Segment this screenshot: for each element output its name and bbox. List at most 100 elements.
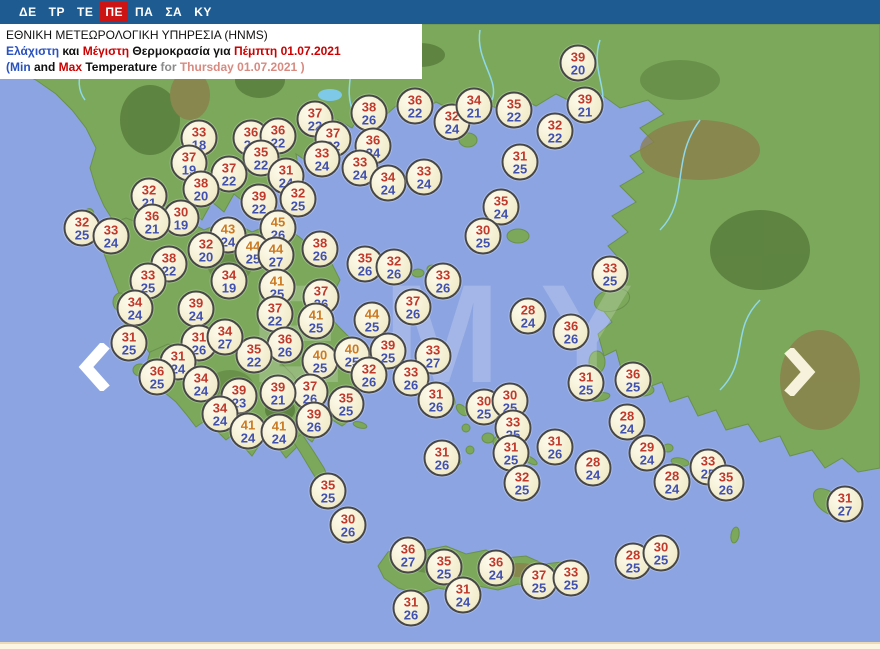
max-temp-value: 33 <box>352 154 368 169</box>
max-temp-value: 37 <box>325 125 341 140</box>
max-temp-value: 34 <box>193 370 209 385</box>
max-temp-value: 31 <box>121 329 137 344</box>
min-temp-value: 26 <box>403 377 419 392</box>
min-temp-value: 24 <box>352 167 368 182</box>
max-temp-value: 31 <box>434 444 450 459</box>
temp-bubble: 34 27 <box>206 318 244 356</box>
min-temp-value: 24 <box>271 431 287 446</box>
max-temp-value: 30 <box>502 387 518 402</box>
day-tab-ΔΕ[interactable]: ΔΕ <box>19 5 37 19</box>
max-temp-value: 28 <box>585 454 601 469</box>
temp-bubble: 36 26 <box>552 313 590 351</box>
max-temp-value: 33 <box>191 124 207 139</box>
max-temp-value: 39 <box>306 406 322 421</box>
map-area: ΕΜΥ ΕΘΝΙΚΗ ΜΕΤΕΩΡΟΛΟΓΙΚΗ ΥΠΗΡΕΣΙΑ (HNMS)… <box>0 24 880 649</box>
max-temp-value: 36 <box>243 124 259 139</box>
min-temp-value: 24 <box>103 235 119 250</box>
max-temp-value: 33 <box>103 222 119 237</box>
min-temp-value: 21 <box>270 392 286 407</box>
max-temp-value: 39 <box>577 91 593 106</box>
max-temp-value: 37 <box>405 293 421 308</box>
next-day-arrow[interactable] <box>783 346 817 398</box>
max-temp-value: 35 <box>436 553 452 568</box>
temp-bubble: 31 25 <box>501 143 539 181</box>
temp-bubble: 30 25 <box>464 217 502 255</box>
max-temp-value: 34 <box>221 267 237 282</box>
max-temp-value: 28 <box>625 547 641 562</box>
max-temp-value: 36 <box>488 554 504 569</box>
max-temp-value: 39 <box>251 188 267 203</box>
temp-bubble: 31 26 <box>536 428 574 466</box>
max-temp-value: 28 <box>619 408 635 423</box>
min-temp-value: 24 <box>493 206 509 221</box>
min-temp-value: 25 <box>245 251 261 266</box>
min-temp-value: 25 <box>312 360 328 375</box>
min-temp-value: 21 <box>466 105 482 120</box>
max-temp-value: 41 <box>271 418 287 433</box>
temp-bubble: 39 24 <box>177 290 215 328</box>
max-temp-value: 37 <box>221 160 237 175</box>
max-temp-value: 35 <box>253 144 269 159</box>
max-temp-value: 32 <box>141 182 157 197</box>
min-temp-value: 20 <box>193 188 209 203</box>
header-segment: Thursday 01.07.2021 ) <box>179 60 305 74</box>
min-temp-value: 24 <box>127 307 143 322</box>
temp-bubble: 35 22 <box>495 91 533 129</box>
temp-bubble: 33 27 <box>414 337 452 375</box>
min-temp-value: 24 <box>240 430 256 445</box>
day-tab-ΤΕ[interactable]: ΤΕ <box>76 5 94 19</box>
day-tab-ΚΥ[interactable]: ΚΥ <box>194 5 212 19</box>
min-temp-value: 25 <box>140 280 156 295</box>
min-temp-value: 26 <box>563 331 579 346</box>
header-segment: Max <box>58 60 83 74</box>
max-temp-value: 38 <box>361 99 377 114</box>
agency-title: ΕΘΝΙΚΗ ΜΕΤΕΩΡΟΛΟΓΙΚΗ ΥΠΗΡΕΣΙΑ (HNMS) <box>6 28 268 42</box>
max-temp-value: 37 <box>531 567 547 582</box>
max-temp-value: 33 <box>435 267 451 282</box>
max-temp-value: 38 <box>312 235 328 250</box>
temp-bubble: 36 25 <box>614 361 652 399</box>
max-temp-value: 32 <box>290 185 306 200</box>
max-temp-value: 33 <box>700 453 716 468</box>
temp-bubble: 44 25 <box>353 301 391 339</box>
temp-bubble: 36 21 <box>133 203 171 241</box>
min-temp-value: 26 <box>357 263 373 278</box>
min-temp-value: 26 <box>435 280 451 295</box>
max-temp-value: 36 <box>365 132 381 147</box>
day-tab-ΠΕ[interactable]: ΠΕ <box>100 2 128 22</box>
max-temp-value: 32 <box>514 469 530 484</box>
max-temp-value: 41 <box>308 307 324 322</box>
temp-bubble: 33 26 <box>424 262 462 300</box>
min-temp-value: 25 <box>602 273 618 288</box>
min-temp-value: 27 <box>837 503 853 518</box>
day-tab-ΠΑ[interactable]: ΠΑ <box>135 5 154 19</box>
min-temp-value: 19 <box>221 280 237 295</box>
max-temp-value: 35 <box>357 250 373 265</box>
temp-bubble: 35 25 <box>327 385 365 423</box>
previous-day-arrow[interactable] <box>77 341 111 393</box>
temp-bubble: 39 21 <box>259 374 297 412</box>
header-segment: (Min <box>6 60 31 74</box>
min-temp-value: 25 <box>625 379 641 394</box>
min-temp-value: 26 <box>403 607 419 622</box>
min-temp-value: 27 <box>400 554 416 569</box>
day-tab-ΣΑ[interactable]: ΣΑ <box>165 5 183 19</box>
temp-bubble: 39 21 <box>566 86 604 124</box>
max-temp-value: 34 <box>466 92 482 107</box>
max-temp-value: 31 <box>278 162 294 177</box>
bottom-strip <box>0 642 880 649</box>
min-temp-value: 25 <box>625 560 641 575</box>
day-tab-ΤΡ[interactable]: ΤΡ <box>48 5 65 19</box>
max-temp-value: 35 <box>718 469 734 484</box>
max-temp-value: 40 <box>344 341 360 356</box>
max-temp-value: 31 <box>578 369 594 384</box>
max-temp-value: 33 <box>425 342 441 357</box>
header-segment: Temperature <box>82 60 158 74</box>
max-temp-value: 33 <box>416 163 432 178</box>
min-temp-value: 24 <box>188 308 204 323</box>
min-temp-value: 27 <box>217 336 233 351</box>
temp-bubble: 32 21 <box>130 177 168 215</box>
temp-bubble: 39 26 <box>295 401 333 439</box>
